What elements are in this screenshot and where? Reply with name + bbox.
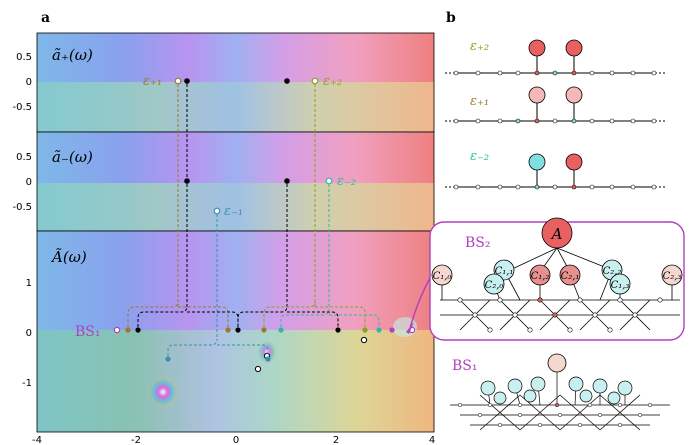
node-c23 bbox=[661, 264, 683, 286]
xtick: 4 bbox=[429, 435, 435, 445]
eps-minus1-label: ε₋₁ bbox=[224, 204, 243, 219]
subpanel-a-minus: ã₋(ω) 0.5 0 -0.5 ε₋₁ ε₋₂ bbox=[12, 131, 435, 232]
b-eps-minus2: ε₋₂ bbox=[470, 149, 489, 164]
panel-b: ε₊₂ ε₊₁ ε₋₂ bbox=[406, 39, 685, 431]
ytick: 0.5 bbox=[16, 152, 32, 163]
eps-plus1-label: ε₊₁ bbox=[143, 74, 162, 89]
xtick: 0 bbox=[233, 435, 239, 445]
node-c10 bbox=[431, 264, 453, 286]
pole-marker bbox=[165, 356, 171, 362]
ytick: 0 bbox=[26, 77, 32, 88]
panel-b-label: b bbox=[446, 10, 456, 26]
node-c12 bbox=[529, 264, 551, 286]
subpanel-A: Ã(ω) 1 0 -1 -4 -2 0 2 4 BS₁ bbox=[22, 230, 435, 445]
ytick: 1 bbox=[26, 278, 32, 289]
connectors bbox=[127, 84, 380, 356]
pole-marker bbox=[265, 356, 271, 362]
bs1-marker bbox=[113, 326, 121, 334]
node-c22-label: C₂,₂ bbox=[603, 266, 622, 277]
eps-plus2-marker bbox=[311, 77, 319, 85]
node-c20 bbox=[483, 273, 505, 295]
eps-plus2-label: ε₊₂ bbox=[323, 74, 342, 89]
node-c20-label: C₂,₀ bbox=[485, 280, 504, 291]
red-node bbox=[565, 39, 583, 57]
pole-marker bbox=[261, 327, 267, 333]
eps-plus1-marker bbox=[174, 77, 182, 85]
red-node bbox=[565, 153, 583, 171]
eps-minus2-label: ε₋₂ bbox=[337, 174, 356, 189]
ytick: 0 bbox=[26, 177, 32, 188]
pole-marker bbox=[235, 327, 241, 333]
pole-marker bbox=[135, 327, 141, 333]
node-A-label: A bbox=[550, 225, 563, 243]
subpanel-a-plus: ã₊(ω) 0.5 0 -0.5 ε₊₁ ε₊₂ bbox=[12, 32, 435, 133]
red-node bbox=[528, 39, 546, 57]
pole-marker bbox=[376, 327, 382, 333]
eps-minus2-marker bbox=[325, 177, 333, 185]
node-c11-label: C₁,₁ bbox=[495, 266, 514, 277]
node-A bbox=[541, 217, 573, 249]
ytick: 0 bbox=[26, 328, 32, 339]
pole-marker bbox=[389, 327, 395, 333]
pole-marker bbox=[284, 178, 290, 184]
pole-marker bbox=[362, 327, 368, 333]
node-c21 bbox=[559, 264, 581, 286]
pole-marker bbox=[335, 327, 341, 333]
xtick: -4 bbox=[32, 435, 42, 445]
zero-marker bbox=[360, 336, 368, 344]
eps-minus1-marker bbox=[213, 207, 221, 215]
bs1-top-node bbox=[547, 353, 567, 373]
pole-marker bbox=[284, 78, 290, 84]
node-c13 bbox=[609, 273, 631, 295]
panel-a-label: a bbox=[41, 10, 50, 26]
zero-marker bbox=[254, 365, 262, 373]
pink-node bbox=[528, 86, 546, 104]
ytick: -1 bbox=[22, 378, 32, 389]
bs2-arrow bbox=[409, 277, 431, 329]
ytick: -0.5 bbox=[12, 102, 32, 113]
b-bs1-label: BS₁ bbox=[452, 358, 478, 374]
xtick: 2 bbox=[333, 435, 339, 445]
node-c10-label: C₁,₀ bbox=[433, 271, 452, 282]
pink-node bbox=[565, 86, 583, 104]
node-c21-label: C₂,₁ bbox=[561, 271, 580, 282]
pole-marker bbox=[278, 327, 284, 333]
pole-marker bbox=[125, 327, 131, 333]
subpanel-3-label: Ã(ω) bbox=[50, 248, 87, 266]
cyan-node bbox=[528, 153, 546, 171]
node-c23-label: C₂,₃ bbox=[663, 271, 682, 282]
subpanel-2-label: ã₋(ω) bbox=[52, 148, 93, 166]
b-eps-plus2: ε₊₂ bbox=[470, 39, 489, 54]
pole-marker bbox=[184, 78, 190, 84]
xtick: -2 bbox=[131, 435, 141, 445]
subpanel-1-label: ã₊(ω) bbox=[52, 46, 93, 64]
node-c13-label: C₁,₃ bbox=[611, 280, 630, 291]
ytick: 0.5 bbox=[16, 52, 32, 63]
pole-marker bbox=[225, 327, 231, 333]
bs1-label: BS₁ bbox=[75, 324, 101, 340]
bs2-label: BS₂ bbox=[465, 235, 491, 251]
b-eps-plus1: ε₊₁ bbox=[470, 94, 489, 109]
ytick: -0.5 bbox=[12, 202, 32, 213]
node-c12-label: C₁,₂ bbox=[531, 271, 550, 282]
